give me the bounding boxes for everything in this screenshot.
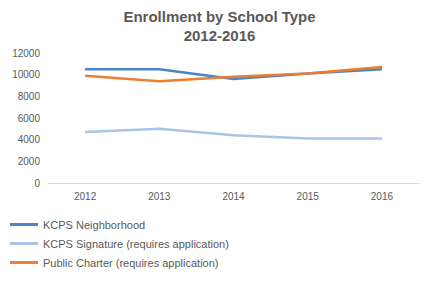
svg-text:2000: 2000 <box>18 156 41 167</box>
svg-text:10000: 10000 <box>12 69 40 80</box>
svg-text:2013: 2013 <box>148 191 171 202</box>
svg-text:0: 0 <box>34 178 40 189</box>
svg-text:8000: 8000 <box>18 91 41 102</box>
svg-text:6000: 6000 <box>18 113 41 124</box>
svg-text:4000: 4000 <box>18 134 41 145</box>
svg-text:2014: 2014 <box>222 191 245 202</box>
svg-text:Public Charter (requires appli: Public Charter (requires application) <box>43 257 218 269</box>
svg-text:2016: 2016 <box>371 191 394 202</box>
svg-text:2015: 2015 <box>297 191 320 202</box>
svg-text:2012-2016: 2012-2016 <box>184 27 256 44</box>
svg-text:Enrollment by School Type: Enrollment by School Type <box>123 8 315 25</box>
svg-text:KCPS Signature (requires appli: KCPS Signature (requires application) <box>43 238 229 250</box>
svg-text:12000: 12000 <box>12 48 40 59</box>
svg-text:2012: 2012 <box>74 191 97 202</box>
svg-text:KCPS Neighborhood: KCPS Neighborhood <box>43 219 145 231</box>
